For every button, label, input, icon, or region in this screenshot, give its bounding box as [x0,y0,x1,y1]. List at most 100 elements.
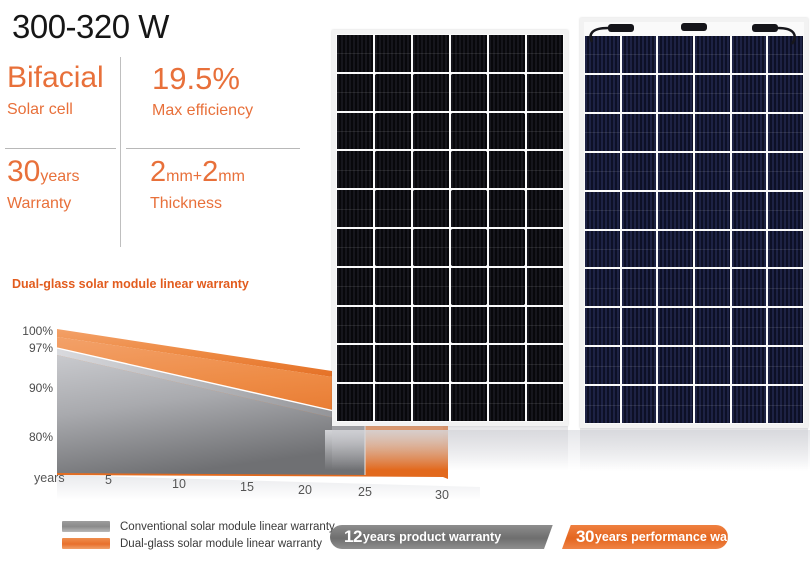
solar-cell [768,74,803,112]
solar-cell [695,113,730,151]
solar-cell [527,267,563,305]
busbar-dot [448,342,452,346]
solar-cell [695,36,730,73]
solar-cell [413,35,449,72]
spec-vertical-divider [120,57,121,247]
busbar-dot [486,149,490,153]
solar-cell [527,345,563,383]
spec-thickness-unit2: mm [218,168,245,185]
spec-bifacial: Bifacial Solar cell [7,63,104,118]
solar-cell [731,113,767,151]
solar-cell [527,151,563,189]
busbar-dot [373,72,377,76]
solar-cell [658,191,693,229]
solar-cell [768,386,803,423]
solar-panel-front [332,30,568,426]
solar-cell [337,228,373,266]
solar-cell [489,267,525,305]
solar-cell [695,347,730,385]
solar-panel-back [580,18,808,428]
warranty-badge: 12 years product warranty 30 years perfo… [330,525,728,549]
spec-efficiency: 19.5% Max efficiency [152,63,253,119]
solar-cell [527,306,563,344]
busbar-dot [523,380,527,384]
busbar-dot [410,187,414,191]
busbar-dot [410,72,414,76]
solar-cell [413,190,449,227]
busbar-dot [410,110,414,114]
solar-cell [731,269,767,307]
solar-cell [489,306,525,344]
solar-cell [585,308,620,346]
solar-cell [413,345,449,383]
solar-cell [731,36,767,73]
busbar-dot [410,265,414,269]
panel-reflection-back [580,428,808,472]
solar-cell [413,228,449,266]
solar-cell [695,230,730,268]
legend-swatch-dualglass [62,538,110,549]
spec-efficiency-label: Max efficiency [152,102,254,119]
solar-cell [527,73,563,111]
solar-cell [585,113,620,151]
busbar-dot [448,187,452,191]
solar-cell [658,152,693,190]
solar-cell [489,151,525,189]
busbar-dot [373,303,377,307]
solar-cell [695,386,730,423]
busbar-dot [523,110,527,114]
chart-xtick-15: 15 [240,480,254,494]
solar-cell [527,384,563,421]
busbar-dot [523,187,527,191]
solar-cell [527,112,563,150]
chart-title: Dual-glass solar module linear warranty [12,277,249,291]
solar-cell [658,113,693,151]
solar-cell [375,384,411,421]
chart-floor [57,475,480,500]
solar-cell [527,228,563,266]
solar-cell [585,386,620,423]
solar-cell [337,306,373,344]
busbar-dot [448,110,452,114]
solar-cell [585,191,620,229]
chart-legend: Conventional solar module linear warrant… [62,519,335,553]
chart-xtick-30: 30 [435,488,449,502]
solar-cell [585,152,620,190]
solar-cell [337,73,373,111]
chart-ytick-90: 90% [28,381,53,395]
busbar-dot [373,187,377,191]
solar-cell [375,345,411,383]
panel-floor-glow [325,430,810,470]
solar-cell [768,36,803,73]
chart-xtick-10: 10 [172,477,186,491]
busbar-dot [373,149,377,153]
solar-cell [621,386,657,423]
solar-cell [695,152,730,190]
busbar-dot [448,72,452,76]
solar-cell [451,35,487,72]
solar-cell [768,347,803,385]
solar-cell [413,151,449,189]
solar-cell [413,73,449,111]
busbar-dot [486,110,490,114]
solar-cell [621,74,657,112]
spec-thickness-label: Thickness [150,195,223,212]
chart-area-conventional-face [57,355,365,475]
busbar-dot [448,303,452,307]
solar-cell [768,230,803,268]
busbar-dot [448,265,452,269]
solar-cell [731,308,767,346]
solar-cell [375,112,411,150]
chart-xtick-25: 25 [358,485,372,499]
solar-cell [451,306,487,344]
busbar-dot [486,303,490,307]
product-images [325,0,810,472]
busbar-dot [448,380,452,384]
solar-cell [731,152,767,190]
busbar-dot [373,265,377,269]
solar-cell [489,190,525,227]
solar-cell [337,345,373,383]
spec-thickness-plus: + [192,168,203,185]
spec-horizontal-divider-left [5,148,116,149]
solar-cell [585,230,620,268]
